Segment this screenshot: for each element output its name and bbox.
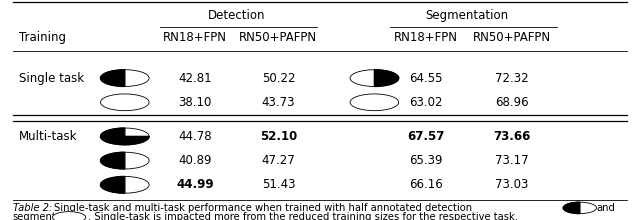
Text: RN50+PAFPN: RN50+PAFPN — [239, 31, 317, 44]
Circle shape — [350, 70, 399, 86]
Wedge shape — [100, 176, 125, 193]
Text: 44.99: 44.99 — [177, 178, 214, 191]
Text: 66.16: 66.16 — [409, 178, 442, 191]
Wedge shape — [100, 70, 125, 86]
Text: RN50+PAFPN: RN50+PAFPN — [473, 31, 551, 44]
Text: 67.57: 67.57 — [407, 130, 444, 143]
Text: 65.39: 65.39 — [409, 154, 442, 167]
Text: Training: Training — [19, 31, 66, 44]
Text: Table 2:: Table 2: — [13, 203, 52, 213]
Text: 64.55: 64.55 — [409, 72, 442, 85]
Text: 68.96: 68.96 — [495, 96, 529, 109]
Circle shape — [52, 212, 86, 220]
Text: 73.03: 73.03 — [495, 178, 529, 191]
Wedge shape — [100, 128, 125, 145]
Circle shape — [100, 176, 149, 193]
Text: 52.10: 52.10 — [260, 130, 297, 143]
Text: Segmentation: Segmentation — [426, 9, 509, 22]
Text: RN18+FPN: RN18+FPN — [394, 31, 458, 44]
Circle shape — [350, 94, 399, 111]
Circle shape — [100, 128, 149, 145]
Text: Single task: Single task — [19, 72, 84, 85]
Wedge shape — [100, 152, 125, 169]
Circle shape — [100, 94, 149, 111]
Text: Single-task and multi-task performance when trained with half annotated detectio: Single-task and multi-task performance w… — [54, 203, 472, 213]
Text: 38.10: 38.10 — [179, 96, 212, 109]
Text: 73.66: 73.66 — [493, 130, 531, 143]
Text: segmentation: segmentation — [13, 212, 82, 220]
Text: 63.02: 63.02 — [409, 96, 442, 109]
Wedge shape — [125, 136, 149, 145]
Text: Multi-task: Multi-task — [19, 130, 77, 143]
Wedge shape — [563, 202, 580, 214]
Text: 42.81: 42.81 — [179, 72, 212, 85]
Text: 44.78: 44.78 — [179, 130, 212, 143]
Circle shape — [100, 70, 149, 86]
Text: RN18+FPN: RN18+FPN — [163, 31, 227, 44]
Text: . Single-task is impacted more from the reduced training sizes for the respectiv: . Single-task is impacted more from the … — [88, 212, 518, 220]
Text: 43.73: 43.73 — [262, 96, 295, 109]
Text: 51.43: 51.43 — [262, 178, 295, 191]
Text: 50.22: 50.22 — [262, 72, 295, 85]
Text: and: and — [596, 203, 615, 213]
Text: 40.89: 40.89 — [179, 154, 212, 167]
Wedge shape — [374, 70, 399, 86]
Text: Detection: Detection — [208, 9, 266, 22]
Text: 72.32: 72.32 — [495, 72, 529, 85]
Circle shape — [563, 202, 596, 214]
Circle shape — [100, 152, 149, 169]
Text: 73.17: 73.17 — [495, 154, 529, 167]
Text: 47.27: 47.27 — [262, 154, 295, 167]
